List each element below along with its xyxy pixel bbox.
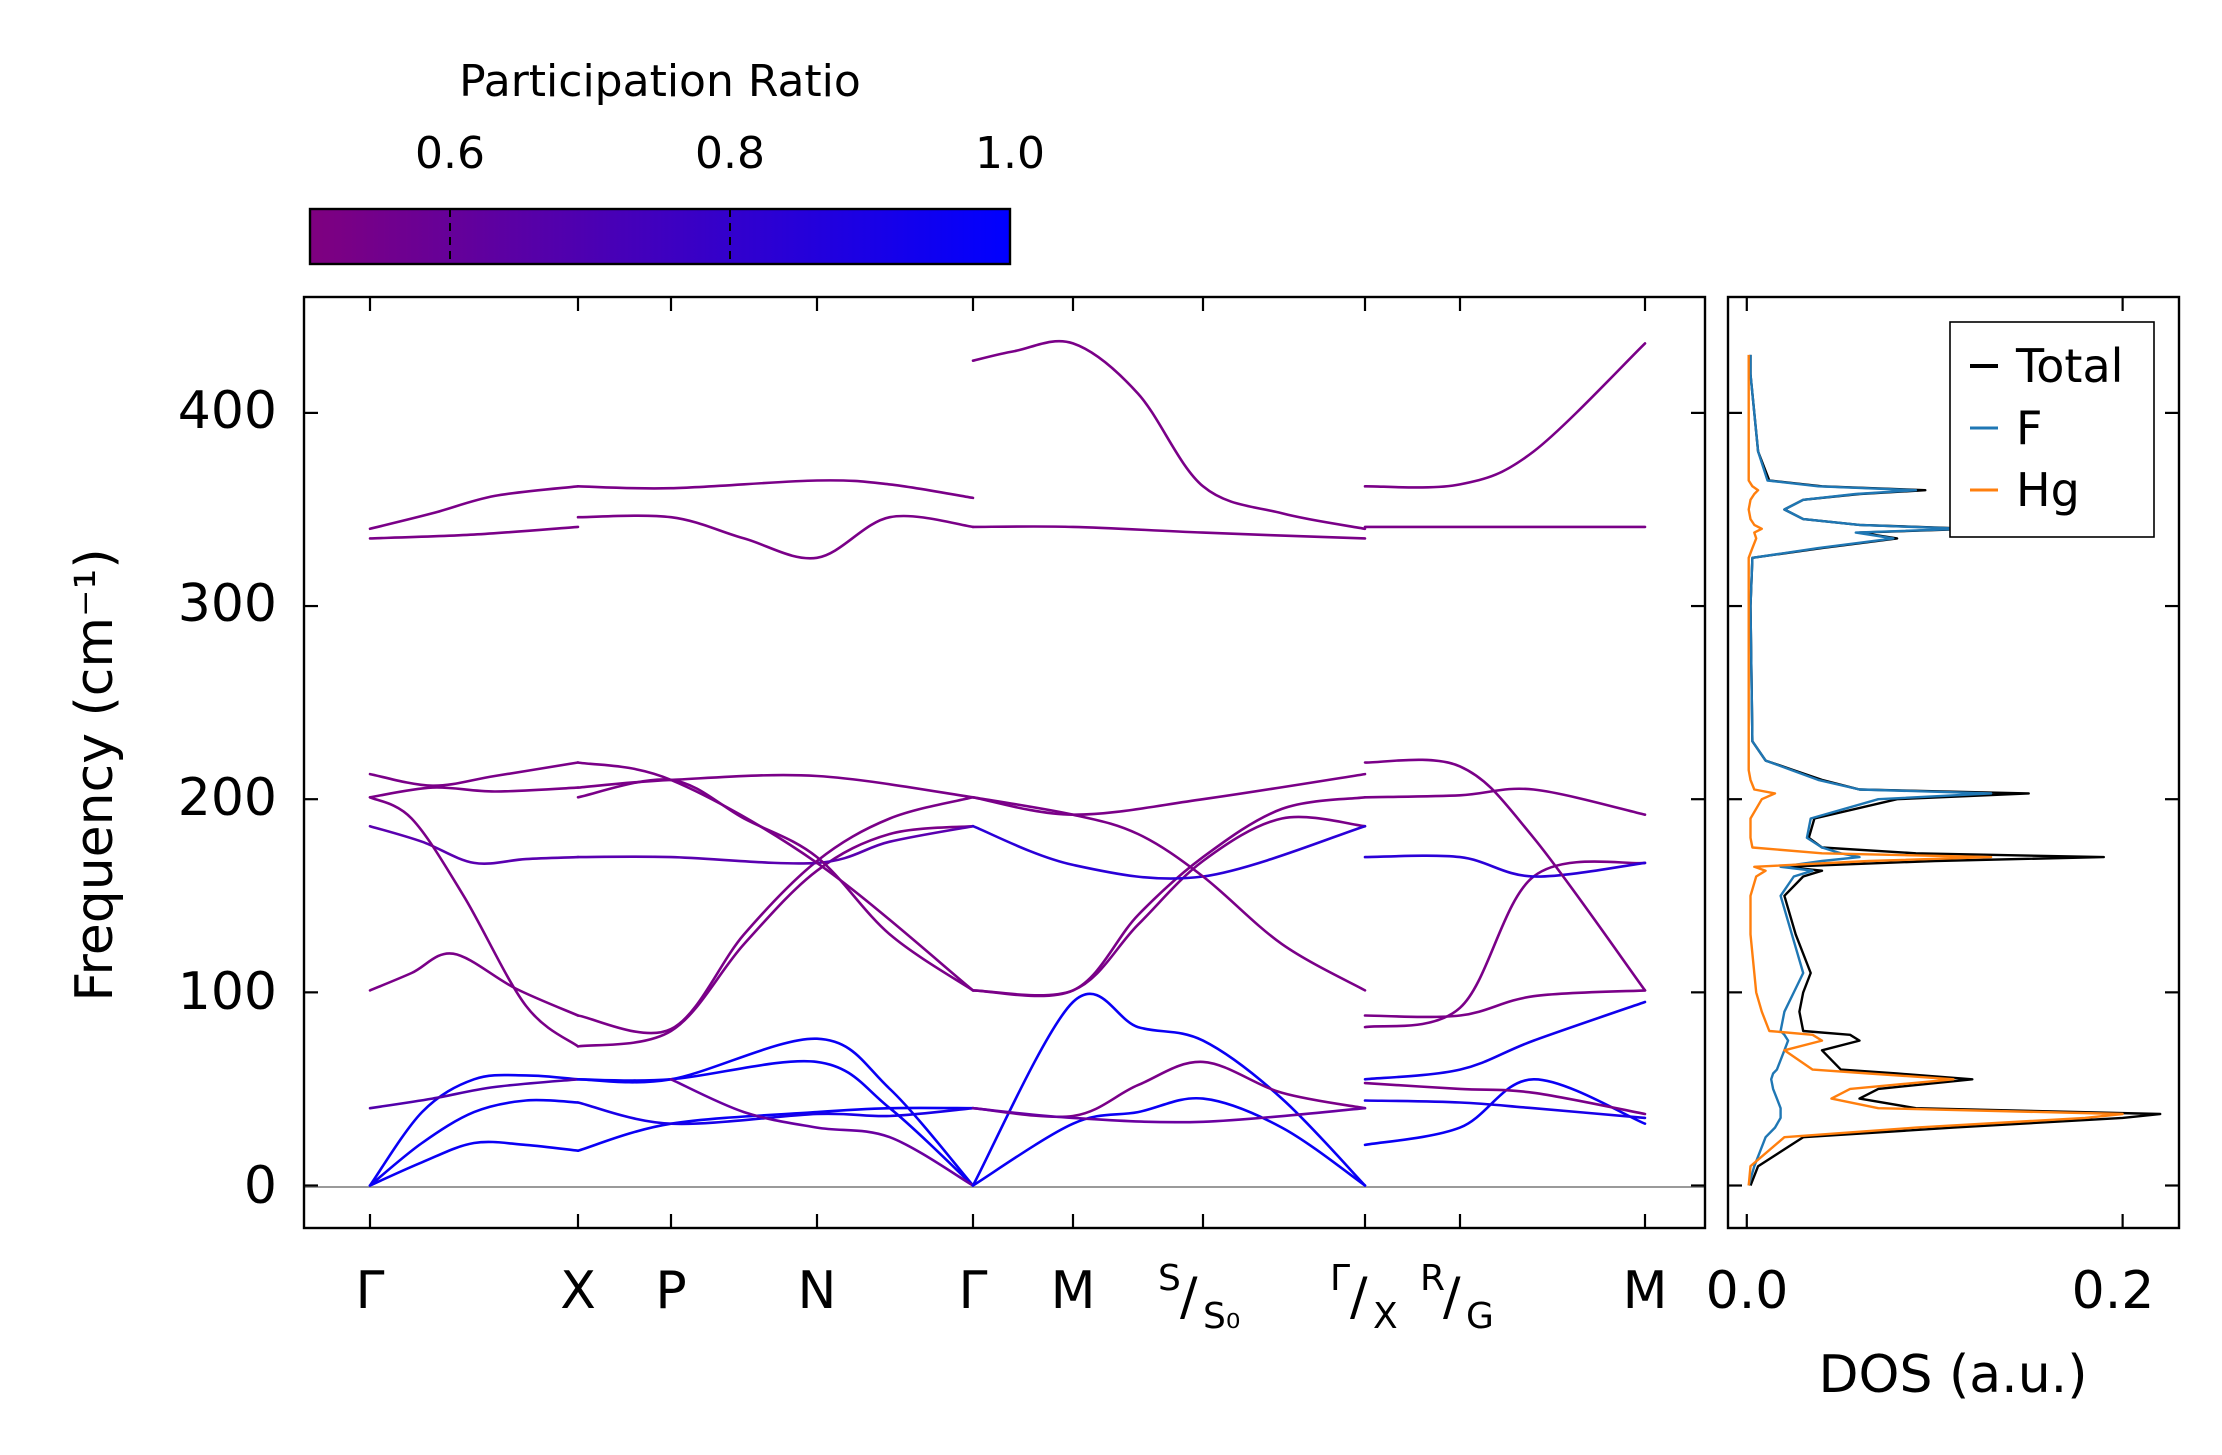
- y-tick-label-2: 200: [178, 768, 277, 828]
- dos-x-axis-label: DOS (a.u.): [1819, 1345, 2088, 1405]
- band-seg3-acoustic-a: [971, 992, 1367, 1187]
- band-seg3-band-101: [971, 796, 1367, 998]
- band-seg2-acoustic-d: [576, 1059, 975, 1187]
- band-seg2-band-362: [576, 479, 975, 500]
- kpoint-label-x-sub: X: [1373, 1296, 1398, 1337]
- band-seg2-band-80b: [576, 824, 975, 1048]
- kpoint-label-gamma-3-slash: /: [1350, 1267, 1368, 1327]
- dispersion-ticks: [304, 297, 1705, 1228]
- colorbar-gradient: [308, 207, 1012, 266]
- band-seg4-band-82: [1363, 860, 1647, 1029]
- kpoint-label-m-2: M: [1623, 1261, 1668, 1321]
- band-seg3-band-192: [971, 772, 1367, 817]
- dos-ticks: [1728, 297, 2179, 1228]
- band-seg3-band-186: [971, 824, 1367, 880]
- band-band-334: [368, 525, 580, 540]
- band-acoustic-2: [368, 1098, 580, 1187]
- band-seg4-acoustic-b: [1363, 1099, 1647, 1120]
- legend-label-hg: Hg: [2016, 463, 2080, 517]
- kpoint-label-g-sub: G: [1466, 1296, 1494, 1337]
- kpoint-label-gamma-2: Γ: [959, 1261, 988, 1321]
- y-tick-label-3: 300: [178, 574, 277, 634]
- band-acoustic-1: [368, 1140, 580, 1187]
- dos-x-tick-label-1: 0.2: [2072, 1261, 2155, 1321]
- band-seg4-band-362: [1363, 342, 1647, 489]
- band-band-201b: [368, 786, 580, 799]
- band-seg2-band-206: [576, 773, 975, 799]
- band-seg4-acoustic-a: [1363, 1077, 1647, 1147]
- band-band-101: [368, 952, 580, 1017]
- kpoint-label-n: N: [798, 1261, 837, 1321]
- kpoint-label-r-sup: R: [1420, 1258, 1445, 1299]
- band-seg3-band-192b: [971, 796, 1367, 992]
- band-seg2-band-170: [576, 824, 975, 865]
- dos-line-hg: [1747, 354, 2124, 1186]
- band-seg4-band-88: [1363, 989, 1647, 1019]
- band-seg4-acoustic-c: [1363, 1000, 1647, 1081]
- band-seg2-acoustic-c: [576, 1037, 975, 1187]
- band-seg3-band-35: [971, 1106, 1367, 1124]
- band-band-340: [368, 485, 580, 531]
- kpoint-label-gamma-3-sup: Γ: [1330, 1258, 1350, 1299]
- kpoint-label-r-slash: /: [1443, 1267, 1461, 1327]
- band-seg4-band-170: [1363, 854, 1647, 878]
- band-band-201: [368, 796, 580, 1048]
- band-band-40: [368, 1078, 580, 1110]
- kpoint-label-m-1: M: [1051, 1261, 1096, 1321]
- kpoint-label-s: S: [1158, 1258, 1181, 1299]
- kpoint-label-gamma-3: Γ: [1330, 1258, 1350, 1299]
- dos-legend: Total F Hg: [1949, 321, 2155, 538]
- dispersion-plot: 0 100 200 300 400 Frequency (cm⁻¹) Γ X P…: [65, 295, 1707, 1337]
- band-seg2-band-219: [576, 761, 975, 992]
- colorbar: Participation Ratio 0.6 0.8 1.0: [308, 56, 1045, 266]
- kpoint-label-gamma-1: Γ: [356, 1261, 385, 1321]
- legend-label-total: Total: [2015, 339, 2123, 393]
- band-band-213: [368, 761, 580, 788]
- kpoint-label-r: R: [1420, 1258, 1445, 1299]
- band-lines: [368, 339, 1647, 1187]
- dos-plot: 0.0 0.2 DOS (a.u.) Total F Hg: [1706, 295, 2181, 1405]
- colorbar-tick-label-2: 1.0: [975, 128, 1045, 179]
- band-acoustic-3: [368, 1073, 580, 1187]
- band-seg2-band-341: [576, 514, 975, 560]
- y-tick-label-4: 400: [178, 381, 277, 441]
- band-band-186: [368, 824, 580, 865]
- band-seg2-band-80a: [576, 796, 975, 1035]
- colorbar-label: Participation Ratio: [459, 56, 861, 107]
- kpoint-label-p: P: [655, 1261, 686, 1321]
- band-seg3-band-40: [971, 1060, 1367, 1119]
- band-seg4-band-219: [1363, 758, 1647, 992]
- dos-frame: [1726, 295, 2181, 1230]
- band-seg2-acoustic-a: [576, 1106, 975, 1152]
- dispersion-frame: [302, 295, 1707, 1230]
- kpoint-label-s-sup: S: [1158, 1258, 1181, 1299]
- dos-line-f: [1747, 354, 1993, 1186]
- colorbar-tick-label-1: 0.8: [695, 128, 765, 179]
- band-seg3-band-101b: [971, 815, 1367, 997]
- kpoint-label-x: X: [560, 1261, 596, 1321]
- kpoint-label-s-slash: /: [1180, 1267, 1198, 1327]
- band-seg3-acoustic-b: [971, 1096, 1367, 1187]
- dos-lines: [1747, 354, 2162, 1186]
- y-tick-label-1: 100: [178, 962, 277, 1022]
- band-seg3-band-436: [971, 339, 1367, 531]
- band-seg4-band-201: [1363, 787, 1647, 816]
- band-seg3-band-341: [971, 525, 1367, 540]
- y-axis-label: Frequency (cm⁻¹): [65, 548, 125, 1001]
- legend-label-f: F: [2016, 401, 2042, 455]
- colorbar-tick-label-0: 0.6: [415, 128, 485, 179]
- band-seg4-band-50: [1363, 1081, 1647, 1116]
- band-seg2-band-30: [669, 1078, 975, 1187]
- y-tick-label-0: 0: [244, 1156, 277, 1216]
- kpoint-label-s0: S₀: [1203, 1296, 1240, 1337]
- dos-x-tick-label-0: 0.0: [1706, 1261, 1789, 1321]
